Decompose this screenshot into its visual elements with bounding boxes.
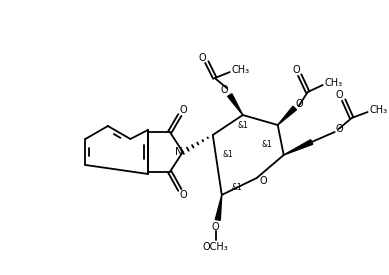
Text: O: O [336,124,343,134]
Text: O: O [212,222,220,232]
Text: O: O [336,90,343,100]
Text: CH₃: CH₃ [324,78,343,88]
Text: O: O [179,190,187,200]
Text: &1: &1 [261,141,272,150]
Text: N: N [175,147,183,157]
Text: &1: &1 [237,120,248,130]
Text: O: O [221,85,229,95]
Text: O: O [179,105,187,115]
Text: O: O [260,176,268,186]
Text: CH₃: CH₃ [232,65,250,75]
Polygon shape [228,94,243,115]
Text: &1: &1 [223,150,233,160]
Text: O: O [296,99,303,109]
Text: O: O [293,65,301,75]
Text: OCH₃: OCH₃ [203,242,229,252]
Text: &1: &1 [231,183,242,192]
Text: CH₃: CH₃ [370,105,388,115]
Polygon shape [284,140,313,155]
Polygon shape [216,195,222,220]
Polygon shape [278,106,296,125]
Text: O: O [199,53,207,63]
